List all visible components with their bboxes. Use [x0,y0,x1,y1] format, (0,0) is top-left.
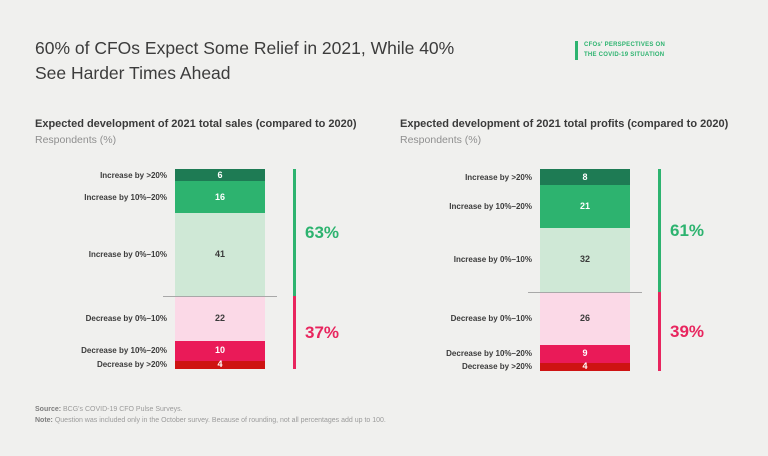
badge-text: CFOs' PERSPECTIVES ON THE COVID-19 SITUA… [584,41,665,60]
bar-segment: 22 [175,296,265,341]
segment-row: Increase by >20% 8 [400,169,745,186]
badge-line1: CFOs' PERSPECTIVES ON [584,42,666,48]
bar-segment: 4 [540,361,630,372]
segment-value: 6 [217,169,223,180]
segment-row: Decrease by >20% 4 [400,361,745,372]
segment-row: Increase by 0%–10% 32 [400,227,745,293]
increase-total-label: 61% [670,220,705,240]
badge-accent-bar [575,41,578,60]
segment-label: Increase by >20% [100,170,167,180]
chart-sales: Expected development of 2021 total sales… [35,118,380,369]
segment-value: 9 [582,348,588,359]
segment-label: Decrease by >20% [461,362,532,372]
decrease-bracket-line [658,292,661,371]
segment-label: Decrease by 0%–10% [450,313,532,323]
increase-bracket-line [658,169,661,293]
segment-label: Increase by 0%–10% [453,255,532,265]
increase-bracket-line [293,169,296,297]
segment-value: 41 [214,249,225,260]
decrease-total-label: 37% [305,322,340,342]
bar-segment: 21 [540,185,630,228]
bar-segment: 6 [175,169,265,182]
page-title-line1: 60% of CFOs Expect Some Relief in 2021, … [35,38,455,58]
bar-segment: 8 [540,169,630,186]
footnote-note-label: Note: [35,416,53,424]
segment-value: 10 [214,345,225,356]
segment-value: 4 [217,359,223,370]
chart-sales-body: Increase by >20% 6 Increase by 10%–20% 16 In… [35,169,380,369]
segment-label: Increase by 10%–20% [449,201,532,211]
segment-row: Decrease by 10%–20% 10 [35,340,380,361]
footnote-source-label: Source: [35,406,62,413]
chart-profits-title: Expected development of 2021 total profi… [400,118,729,130]
segment-row: Increase by 10%–20% 16 [35,181,380,214]
chart-sales-subtitle: Respondents (%) [35,134,117,146]
segment-value: 16 [214,191,225,202]
increase-total-label: 63% [305,222,340,242]
decrease-total-label: 39% [670,321,705,341]
footnote-note-text: Question was included only in the Octobe… [52,416,386,424]
segment-value: 21 [579,200,590,211]
footnote-source-text: BCG's COVID-19 CFO Pulse Surveys. [61,406,183,413]
segment-label: Increase by 0%–10% [88,250,167,260]
segment-value: 22 [214,312,225,323]
segment-row: Decrease by 0%–10% 22 [35,296,380,341]
page-title-line2: See Harder Times Ahead [35,62,231,83]
footnote-note: Note: Question was included only in the … [35,416,386,427]
bar-segment: 16 [175,181,265,214]
segment-row: Decrease by 10%–20% 9 [400,344,745,363]
segment-label: Decrease by >20% [96,360,167,370]
segment-value: 4 [582,361,588,372]
segment-row: Increase by 10%–20% 21 [400,185,745,228]
badge-line2: THE COVID-19 SITUATION [584,51,665,58]
bar-segment: 4 [175,359,265,370]
chart-profits-subtitle: Respondents (%) [400,134,482,146]
segment-value: 32 [579,254,590,265]
footnote-source: Source: BCG's COVID-19 CFO Pulse Surveys… [35,405,386,416]
bar-segment: 41 [175,213,265,297]
segment-row: Increase by >20% 6 [35,169,380,182]
chart-profits: Expected development of 2021 total profi… [400,118,745,371]
increase-decrease-divider [528,292,642,294]
segment-value: 8 [582,171,588,182]
segment-row: Decrease by 0%–10% 26 [400,292,745,345]
bar-segment: 32 [540,227,630,293]
chart-profits-body: Increase by >20% 8 Increase by 10%–20% 21 In… [400,169,745,371]
chart-sales-title: Expected development of 2021 total sales… [35,118,357,130]
footnote: Source: BCG's COVID-19 CFO Pulse Surveys… [35,405,386,427]
bar-segment: 10 [175,340,265,361]
segment-label: Decrease by 10%–20% [446,349,532,359]
bar-segment: 9 [540,344,630,363]
segment-label: Increase by 10%–20% [84,192,167,202]
page-title: 60% of CFOs Expect Some Relief in 2021, … [35,36,515,85]
bar-segment: 26 [540,292,630,345]
series-badge: CFOs' PERSPECTIVES ON THE COVID-19 SITUA… [575,41,665,60]
segment-row: Decrease by >20% 4 [35,359,380,370]
segment-row: Increase by 0%–10% 41 [35,213,380,297]
increase-decrease-divider [163,296,277,298]
segment-value: 26 [579,312,590,323]
decrease-bracket-line [293,296,296,369]
segment-label: Decrease by 10%–20% [81,346,167,356]
segment-label: Increase by >20% [465,172,532,182]
segment-label: Decrease by 0%–10% [85,313,167,323]
